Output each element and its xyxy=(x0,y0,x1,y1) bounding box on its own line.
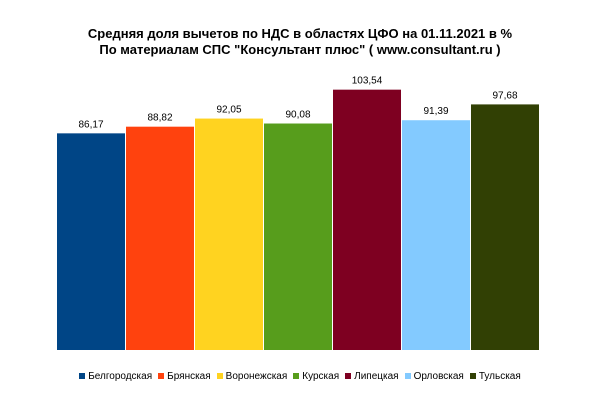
bar-3 xyxy=(195,118,263,350)
chart-subtitle: По материалам СПС "Консультант плюс" ( w… xyxy=(99,42,501,57)
bar-2 xyxy=(126,126,194,350)
legend-swatch-5 xyxy=(345,372,352,379)
legend-label-2: Брянская xyxy=(167,371,211,382)
legend-label-1: Белгородская xyxy=(88,371,153,382)
bar-1 xyxy=(57,133,125,350)
legend-swatch-4 xyxy=(293,372,300,379)
legend-label-3: Воронежская xyxy=(225,371,288,382)
legend-label-7: Тульская xyxy=(478,371,521,382)
legend-label-5: Липецкая xyxy=(354,371,399,382)
legend-label-4: Курская xyxy=(302,371,340,382)
bar-value-label-7: 97,68 xyxy=(492,90,517,101)
bar-7 xyxy=(471,104,539,350)
bar-5 xyxy=(333,89,401,350)
legend-swatch-3 xyxy=(216,372,223,379)
legend-item-4: Курская xyxy=(293,371,339,382)
bar-6 xyxy=(402,120,470,351)
legend-swatch-2 xyxy=(158,372,165,379)
legend-label-6: Орловская xyxy=(413,371,464,382)
bar-value-label-5: 103,54 xyxy=(352,76,383,87)
bar-value-label-1: 86,17 xyxy=(78,119,103,130)
chart-title: Средняя доля вычетов по НДС в областях Ц… xyxy=(87,26,513,41)
legend-item-5: Липецкая xyxy=(345,371,399,382)
legend-item-6: Орловская xyxy=(404,371,464,382)
bar-value-label-6: 91,39 xyxy=(423,106,448,117)
legend-item-3: Воронежская xyxy=(216,371,288,382)
chart-legend: Белгородская Брянская Воронежская Курская Ли… xyxy=(0,371,600,382)
legend-swatch-7 xyxy=(469,372,476,379)
legend-swatch-1 xyxy=(79,372,86,379)
legend-item-7: Тульская xyxy=(469,371,521,382)
legend-item-2: Брянская xyxy=(158,371,211,382)
legend-swatch-6 xyxy=(404,372,411,379)
legend-item-1: Белгородская xyxy=(79,371,152,382)
bar-value-label-4: 90,08 xyxy=(285,110,310,121)
bar-value-label-2: 88,82 xyxy=(147,113,172,124)
bar-value-label-3: 92,05 xyxy=(216,105,241,116)
bar-4 xyxy=(264,123,332,350)
